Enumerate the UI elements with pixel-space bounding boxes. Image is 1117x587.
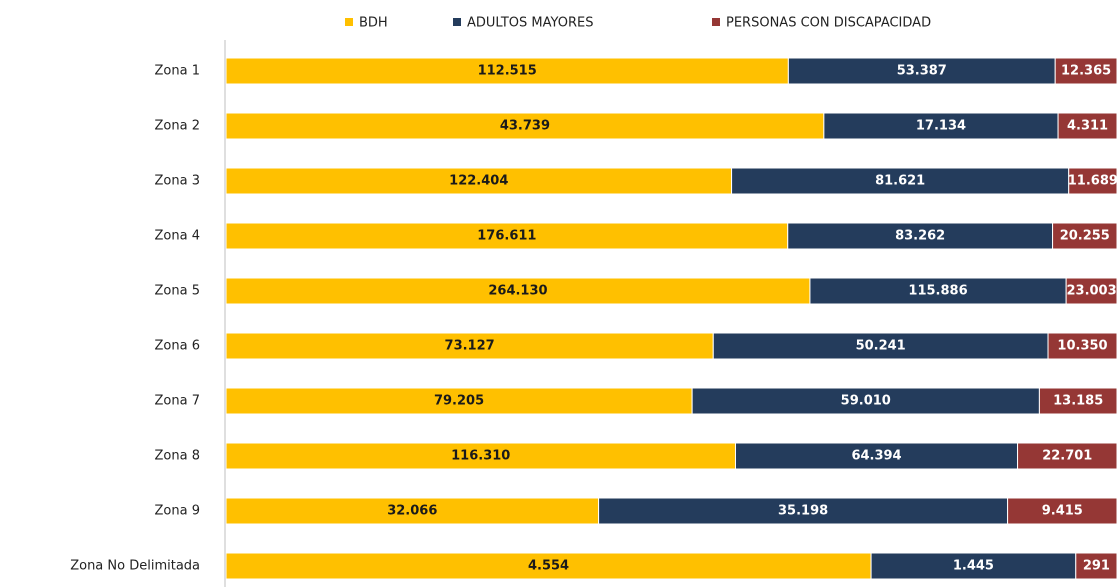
- value-label: 116.310: [451, 449, 510, 464]
- category-label: Zona 3: [155, 174, 200, 189]
- value-label: 9.415: [1042, 504, 1083, 519]
- bar-segment: [1047, 332, 1117, 360]
- value-label: 20.255: [1060, 229, 1110, 244]
- bar-segment: [870, 552, 1077, 580]
- value-label: 81.621: [875, 174, 925, 189]
- bar-segment: [598, 497, 1009, 525]
- bar-segment: [1054, 57, 1117, 85]
- bar-segment: [225, 167, 733, 195]
- category-label: Zona 1: [155, 64, 200, 79]
- value-label: 115.886: [908, 284, 967, 299]
- bar-segment: [225, 277, 811, 305]
- bar-segment: [1017, 442, 1117, 470]
- category-label: Zona 7: [155, 394, 200, 409]
- bar-segment: [225, 222, 789, 250]
- value-label: 11.689: [1068, 174, 1117, 189]
- value-label: 291: [1083, 559, 1110, 574]
- bar-segment: [1057, 112, 1117, 140]
- legend-swatch: [453, 18, 461, 26]
- legend-label: BDH: [359, 16, 388, 31]
- category-label: Zona No Delimitada: [70, 559, 200, 574]
- value-label: 12.365: [1061, 64, 1111, 79]
- category-label: Zona 8: [155, 449, 200, 464]
- value-label: 1.445: [953, 559, 994, 574]
- value-label: 50.241: [856, 339, 906, 354]
- value-label: 13.185: [1053, 394, 1103, 409]
- bar-segment: [1007, 497, 1117, 525]
- value-label: 35.198: [778, 504, 828, 519]
- bar-segment: [225, 387, 693, 415]
- value-label: 122.404: [449, 174, 508, 189]
- bar-segment: [225, 497, 600, 525]
- category-label: Zona 5: [155, 284, 200, 299]
- category-label: Zona 2: [155, 119, 200, 134]
- value-label: 4.311: [1067, 119, 1108, 134]
- value-label: 4.554: [528, 559, 569, 574]
- value-label: 73.127: [445, 339, 495, 354]
- bar-segment: [809, 277, 1067, 305]
- bar-segment: [1065, 277, 1117, 305]
- legend-swatch: [345, 18, 353, 26]
- value-label: 64.394: [851, 449, 901, 464]
- bar-segment: [731, 167, 1070, 195]
- value-label: 17.134: [916, 119, 966, 134]
- bar-segment: [225, 442, 736, 470]
- value-label: 112.515: [478, 64, 537, 79]
- legend-swatch: [712, 18, 720, 26]
- category-label: Zona 6: [155, 339, 200, 354]
- value-label: 10.350: [1057, 339, 1107, 354]
- value-label: 53.387: [897, 64, 947, 79]
- bar-segment: [1068, 167, 1117, 195]
- bar-segment: [787, 57, 1056, 85]
- bar-segment: [1052, 222, 1117, 250]
- legend-label: PERSONAS CON DISCAPACIDAD: [726, 16, 931, 31]
- bar-segment: [225, 332, 714, 360]
- category-label: Zona 9: [155, 504, 200, 519]
- bar-segment: [1075, 552, 1117, 580]
- bar-segment: [225, 112, 825, 140]
- value-label: 264.130: [488, 284, 547, 299]
- value-label: 22.701: [1042, 449, 1092, 464]
- value-label: 83.262: [895, 229, 945, 244]
- value-label: 23.003: [1066, 284, 1116, 299]
- value-label: 32.066: [387, 504, 437, 519]
- value-label: 176.611: [477, 229, 536, 244]
- value-label: 79.205: [434, 394, 484, 409]
- legend-label: ADULTOS MAYORES: [467, 16, 594, 31]
- bar-segment: [691, 387, 1040, 415]
- category-label: Zona 4: [155, 229, 200, 244]
- value-label: 59.010: [841, 394, 891, 409]
- bar-segment: [1038, 387, 1117, 415]
- bar-segment: [712, 332, 1049, 360]
- value-label: 43.739: [500, 119, 550, 134]
